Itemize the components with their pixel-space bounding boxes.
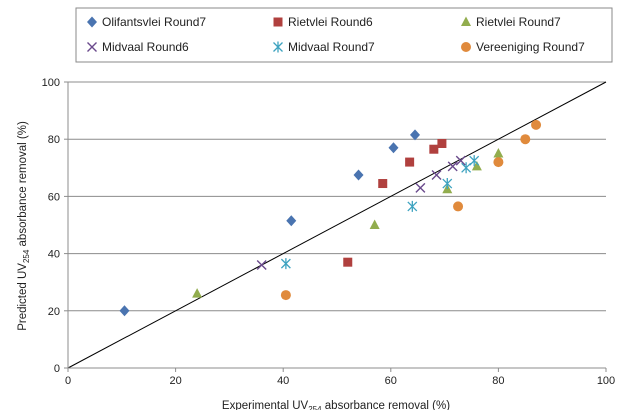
data-point	[256, 260, 267, 271]
x-axis-label: Experimental UV254 absorbance removal (%…	[222, 400, 450, 410]
data-point	[405, 157, 415, 167]
x-tick-label: 60	[385, 375, 397, 387]
y-tick-label: 20	[48, 306, 60, 318]
data-point	[119, 305, 130, 317]
data-point	[493, 157, 504, 168]
legend-label: Vereeniging Round7	[476, 40, 585, 54]
legend-box	[75, 7, 613, 63]
data-point	[520, 134, 531, 145]
data-point	[369, 219, 380, 229]
x-axis-label-subscript: 254	[308, 405, 322, 410]
data-point	[343, 257, 353, 267]
y-tick-label: 80	[48, 134, 60, 146]
legend: Olifantsvlei Round7 Rietvlei Round6 Rietvl…	[87, 15, 585, 54]
data-point	[280, 290, 291, 301]
data-point	[415, 182, 426, 193]
y-tick-label: 60	[48, 191, 60, 203]
y-axis-label-prefix: Predicted UV	[17, 263, 29, 331]
data-point	[461, 162, 472, 174]
x-axis-label-suffix: absorbance removal (%)	[322, 400, 451, 410]
y-tick-label: 40	[48, 249, 60, 261]
data-point	[388, 142, 399, 154]
y-axis-label-subscript: 254	[22, 249, 31, 263]
legend-label: Rietvlei Round6	[288, 15, 373, 29]
legend-marker	[461, 16, 471, 26]
data-point	[442, 178, 453, 190]
data-point	[455, 155, 466, 166]
y-tick-label: 100	[42, 77, 60, 89]
legend-marker	[273, 17, 283, 27]
x-tick-label: 100	[597, 375, 615, 387]
data-point	[493, 148, 504, 158]
one-to-one-line	[67, 81, 607, 369]
legend-marker	[87, 42, 97, 52]
x-tick-label: 80	[492, 375, 504, 387]
data-point	[469, 155, 480, 167]
reference-line-group	[67, 81, 607, 369]
grid-lines	[68, 81, 606, 312]
legend-label: Midvaal Round6	[102, 40, 189, 54]
x-tick-label: 20	[169, 375, 181, 387]
data-point	[280, 258, 291, 270]
legend-label: Midvaal Round7	[288, 40, 375, 54]
y-axis-label: Predicted UV254 absorbance removal (%)	[17, 121, 31, 331]
data-point	[378, 179, 388, 189]
data-points	[119, 119, 542, 317]
legend-label: Rietvlei Round7	[476, 15, 561, 29]
legend-marker	[87, 16, 97, 28]
data-point	[531, 119, 542, 130]
data-point	[471, 160, 482, 171]
y-axis-label-suffix: absorbance removal (%)	[17, 121, 29, 250]
tick-labels: 0 20 40 60 80 100 0 20 40 60 80 100	[42, 77, 616, 387]
y-tick-label: 0	[54, 363, 60, 375]
data-point	[407, 200, 418, 212]
data-point	[353, 169, 364, 181]
legend-marker	[461, 42, 471, 52]
data-point	[286, 215, 297, 227]
axes	[64, 81, 607, 372]
data-point	[192, 288, 203, 298]
data-point	[429, 144, 439, 154]
data-point	[437, 138, 447, 148]
x-axis-label-prefix: Experimental UV	[222, 400, 309, 410]
legend-marker	[273, 41, 283, 53]
data-point	[447, 161, 458, 172]
data-point	[431, 169, 442, 180]
legend-label: Olifantsvlei Round7	[102, 15, 206, 29]
x-tick-label: 40	[277, 375, 289, 387]
x-tick-label: 0	[65, 375, 71, 387]
data-point	[453, 201, 464, 212]
data-point	[410, 129, 421, 141]
